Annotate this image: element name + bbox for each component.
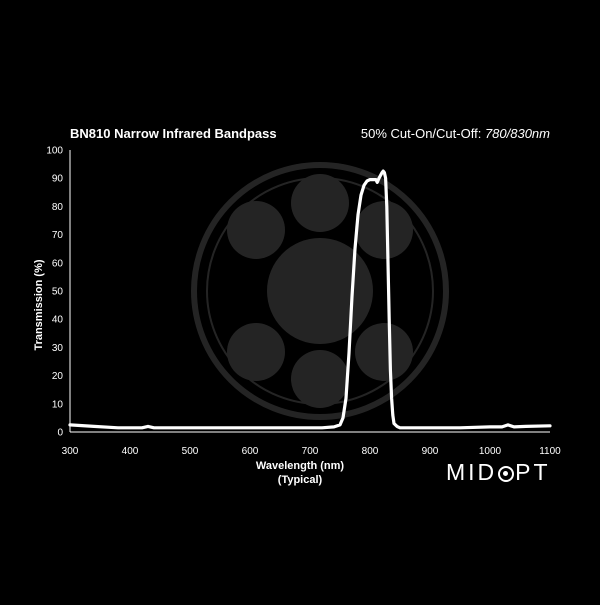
y-tick-label: 50 [52,287,64,298]
x-tick-label: 900 [422,446,439,457]
cutoff-annotation: 50% Cut-On/Cut-Off: 780/830nm [361,126,550,141]
x-axis-title: Wavelength (nm) [255,460,345,472]
lens-watermark-icon [191,162,449,420]
y-tick-label: 20 [52,371,64,382]
midopt-logo: MID PT [446,459,551,486]
logo-text-right: PT [515,459,551,485]
y-tick-label: 30 [52,343,64,354]
cutoff-value: 780/830nm [484,126,550,141]
x-axis-subtitle: (Typical) [277,474,323,486]
y-tick-label: 80 [52,202,64,213]
midopt-o-logo-icon [498,466,515,482]
y-tick-label: 60 [52,258,64,269]
x-tick-label: 600 [242,446,259,457]
y-tick-label: 70 [52,230,64,241]
logo-text-left: MID [446,459,498,485]
y-axis-ticks: 0 10 20 30 40 50 60 70 80 90 100 [46,146,63,439]
x-tick-label: 700 [302,446,319,457]
chart-title: BN810 Narrow Infrared Bandpass [70,126,277,141]
axes [69,150,550,433]
x-tick-label: 300 [62,446,79,457]
x-tick-label: 500 [182,446,199,457]
y-tick-label: 40 [52,315,64,326]
x-axis-ticks: 300 400 500 600 700 800 900 1000 1100 [62,446,562,457]
x-tick-label: 400 [122,446,139,457]
x-axis-label: Wavelength (nm) (Typical) [200,459,400,487]
y-axis-label: Transmission (%) [33,259,45,351]
x-tick-label: 1100 [539,446,561,457]
y-tick-label: 10 [52,399,64,410]
y-tick-label: 90 [52,174,64,185]
x-tick-label: 1000 [479,446,502,457]
x-tick-label: 800 [362,446,379,457]
transmission-curve-0 [68,169,552,430]
series-group [68,169,552,430]
cutoff-label: 50% Cut-On/Cut-Off: [360,126,482,141]
y-tick-label: 100 [46,146,63,157]
y-tick-label: 0 [57,428,63,439]
